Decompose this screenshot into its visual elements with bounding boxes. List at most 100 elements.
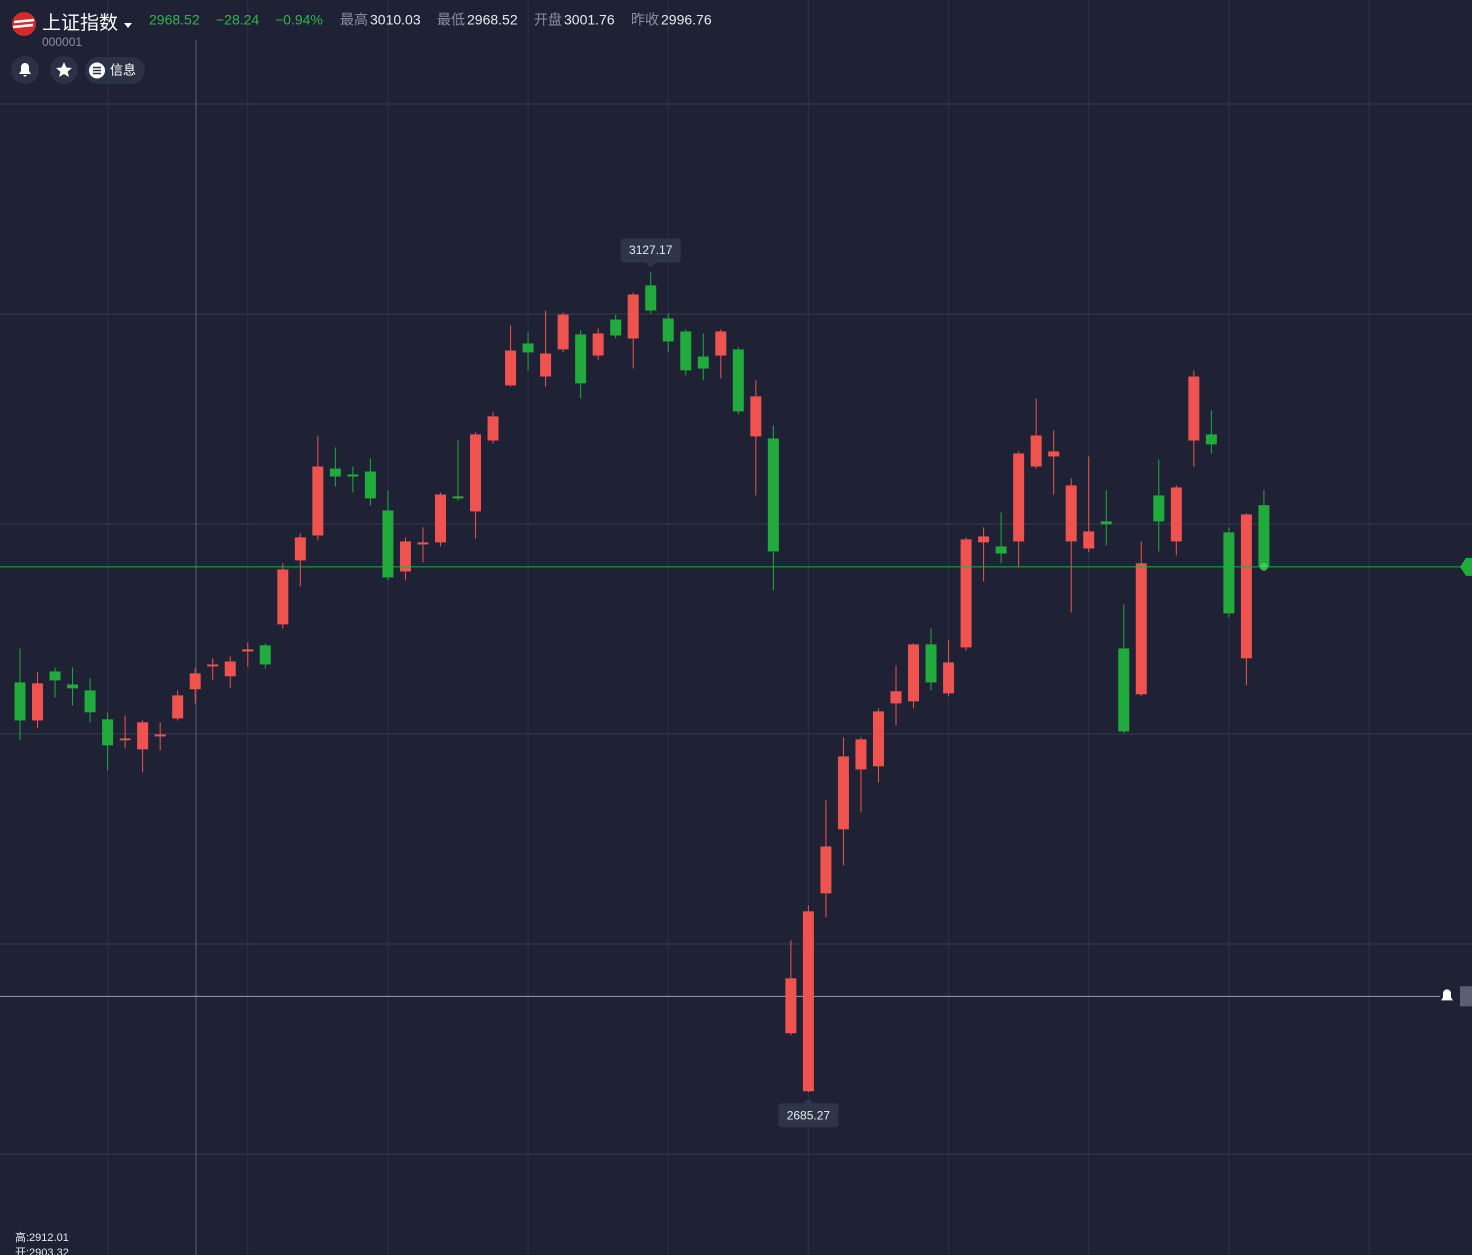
candle-body bbox=[242, 649, 254, 652]
info-label[interactable]: 信息 bbox=[110, 62, 136, 77]
candle-body bbox=[364, 471, 376, 499]
candle-body bbox=[680, 331, 692, 371]
stat-value: 3001.76 bbox=[564, 12, 615, 28]
stat-value: 2996.76 bbox=[661, 12, 712, 28]
candle-body bbox=[1065, 485, 1077, 542]
ohlc-label: 开:2903.32 bbox=[15, 1247, 69, 1255]
candle-body bbox=[1013, 453, 1025, 542]
candle-body bbox=[277, 569, 289, 625]
candle-body bbox=[943, 662, 955, 694]
low-label: 2685.27 bbox=[787, 1108, 831, 1122]
candle-body bbox=[154, 734, 166, 737]
candle-body bbox=[382, 510, 394, 578]
header: 上证指数 000001 2968.52 −28.24 −0.94% 最高 301… bbox=[12, 12, 712, 49]
low-tag-pointer bbox=[803, 1098, 814, 1104]
candle-body bbox=[452, 496, 464, 499]
last-price-tag bbox=[1460, 557, 1472, 576]
stat-value: 2968.52 bbox=[467, 12, 518, 28]
logo bbox=[12, 12, 36, 36]
candle-body bbox=[697, 356, 709, 369]
candle-body bbox=[662, 318, 674, 342]
candle-body bbox=[627, 294, 639, 339]
candle-body bbox=[189, 673, 201, 690]
candle-body bbox=[137, 722, 149, 750]
symbol-code: 000001 bbox=[42, 35, 82, 49]
candle-body bbox=[855, 739, 867, 770]
candle-body bbox=[837, 756, 849, 830]
bell-icon bbox=[19, 63, 31, 77]
candle-body bbox=[820, 846, 832, 894]
candle-body bbox=[470, 434, 482, 512]
logo-mark bbox=[12, 18, 35, 29]
candle-body bbox=[49, 671, 61, 681]
low-tag-box bbox=[778, 1103, 839, 1128]
candle-body bbox=[1240, 514, 1252, 659]
high-tag-pointer bbox=[645, 262, 656, 268]
candle-body bbox=[119, 738, 131, 741]
candle-body bbox=[925, 644, 937, 683]
candle-body bbox=[32, 683, 44, 721]
candle-body bbox=[715, 331, 727, 356]
high-label: 3127.17 bbox=[629, 243, 673, 257]
candle-body bbox=[399, 541, 411, 572]
candle-body bbox=[505, 350, 517, 386]
candle-body bbox=[329, 468, 341, 477]
candle-body bbox=[557, 314, 569, 350]
candle-body bbox=[1118, 648, 1130, 732]
candle-body bbox=[1153, 495, 1165, 522]
candle-body bbox=[67, 684, 79, 689]
candle-body bbox=[1100, 521, 1112, 525]
candle-body bbox=[294, 537, 306, 561]
candle-body bbox=[487, 416, 499, 441]
candle-body bbox=[417, 542, 429, 545]
symbol-name[interactable]: 上证指数 bbox=[42, 12, 118, 34]
candle-body bbox=[224, 661, 236, 677]
candle-body bbox=[434, 494, 446, 543]
candle-body bbox=[750, 396, 762, 437]
candle-body bbox=[908, 644, 920, 702]
candle-body bbox=[84, 690, 96, 713]
last-price-glow bbox=[1259, 562, 1268, 571]
alert-handle bbox=[1460, 986, 1472, 1007]
candle-body bbox=[767, 438, 779, 552]
candle-body bbox=[995, 546, 1007, 554]
candle-body bbox=[890, 691, 902, 704]
candle-body bbox=[347, 474, 359, 477]
candle-body bbox=[872, 711, 884, 767]
candles: 3127.17 2685.27 bbox=[0, 238, 1472, 1128]
stat-label: 开盘 bbox=[534, 12, 562, 28]
candle-body bbox=[645, 285, 657, 311]
change: −28.24 bbox=[216, 12, 259, 28]
candle-body bbox=[207, 664, 219, 667]
stat-label: 最高 bbox=[340, 12, 368, 28]
candle-body bbox=[575, 334, 587, 384]
candle-body bbox=[1188, 376, 1200, 441]
star-icon bbox=[56, 62, 72, 77]
candle-body bbox=[960, 539, 972, 648]
price: 2968.52 bbox=[149, 12, 200, 28]
candle-body bbox=[1223, 532, 1235, 614]
dropdown-arrow[interactable] bbox=[124, 23, 132, 28]
candle-body bbox=[1170, 487, 1182, 542]
toolbar: 信息 bbox=[11, 56, 145, 84]
high-tag-box bbox=[620, 238, 681, 263]
candle-body bbox=[540, 353, 552, 377]
candle-body bbox=[1205, 434, 1217, 445]
ohlc-label: 高:2912.01 bbox=[15, 1230, 69, 1244]
candle-body bbox=[522, 343, 534, 353]
candle-body bbox=[259, 645, 271, 665]
candle-body bbox=[592, 333, 604, 356]
stat-label: 昨收 bbox=[631, 12, 659, 28]
candle-body bbox=[1030, 435, 1042, 467]
candle-body bbox=[312, 466, 324, 536]
candle-body bbox=[785, 978, 797, 1034]
candle-body bbox=[802, 911, 814, 1092]
candle-body bbox=[172, 695, 184, 719]
candle-body bbox=[610, 319, 622, 336]
stat-label: 最低 bbox=[437, 12, 465, 28]
candle-body bbox=[732, 349, 744, 412]
candle-body bbox=[1135, 563, 1147, 695]
